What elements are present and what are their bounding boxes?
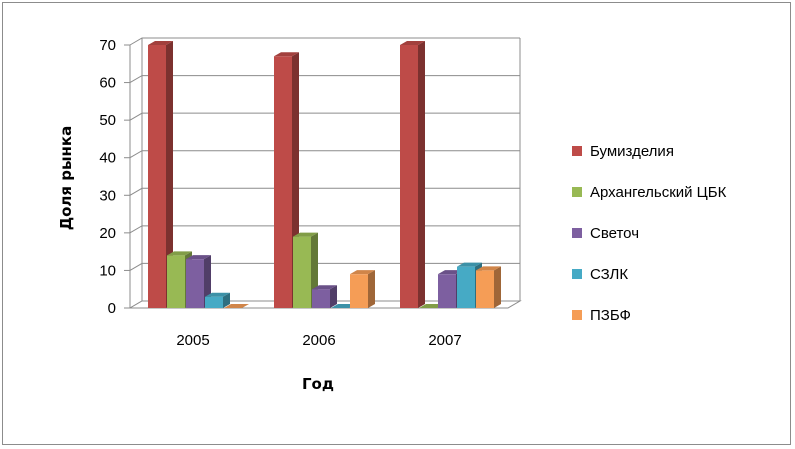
bar-side: [223, 292, 230, 308]
bar-top: [274, 52, 299, 57]
x-tick-label: 2007: [428, 332, 461, 349]
y-tick-label: 20: [99, 225, 116, 242]
bar: [419, 304, 444, 308]
x-axis-title: Год: [302, 375, 334, 393]
bar-top: [457, 262, 482, 267]
bar-front: [312, 289, 330, 308]
gridline: [129, 75, 520, 84]
bar-side: [330, 285, 337, 308]
legend-item: СЗЛК: [572, 266, 628, 283]
legend-label: Светоч: [590, 225, 639, 242]
bar-side: [418, 41, 425, 308]
y-tick-label: 10: [99, 262, 116, 279]
legend-swatch: [572, 310, 582, 320]
bar-top: [419, 304, 444, 308]
bar-top: [293, 232, 318, 237]
bar-top: [167, 251, 192, 256]
bar-top: [312, 285, 337, 290]
x-tick-label: 2006: [302, 332, 335, 349]
legend-label: ПЗБФ: [590, 307, 631, 324]
bar-top: [350, 270, 375, 275]
bar-front: [167, 255, 185, 308]
gridline: [129, 187, 520, 196]
bar: [312, 285, 337, 308]
gridline: [129, 37, 520, 46]
y-axis-ticks: 0 10 20 30 40 50 60 70: [99, 37, 131, 317]
bar-top: [205, 292, 230, 297]
bar-side: [368, 270, 375, 308]
legend-item: Архангельский ЦБК: [572, 184, 727, 201]
y-tick-label: 70: [99, 37, 116, 54]
bar: [148, 41, 173, 308]
legend-label: СЗЛК: [590, 266, 628, 283]
bar-front: [274, 56, 292, 309]
legend-swatch: [572, 228, 582, 238]
bar-top: [186, 255, 211, 260]
bar-top: [224, 304, 249, 308]
gridline: [129, 112, 520, 121]
bar-top: [331, 304, 356, 308]
legend-label: Архангельский ЦБК: [590, 184, 727, 201]
bar-front: [438, 274, 456, 308]
bar-front: [476, 270, 494, 308]
bar-front: [400, 45, 418, 308]
gridline: [129, 150, 520, 159]
legend-swatch: [572, 187, 582, 197]
legend-swatch: [572, 146, 582, 156]
bar-side: [166, 41, 173, 308]
bar-top: [400, 41, 425, 45]
gridlines: [129, 37, 520, 271]
bar-top: [476, 266, 501, 271]
bar-front: [293, 236, 311, 308]
bar-top: [438, 270, 463, 275]
gridline: [129, 225, 520, 234]
bar-front: [350, 274, 368, 308]
bar: [350, 270, 375, 308]
bar: [331, 304, 356, 308]
bar: [224, 304, 249, 308]
bar-side: [494, 266, 501, 308]
y-tick-label: 60: [99, 75, 116, 92]
bars: [148, 41, 501, 309]
legend-label: Бумизделия: [590, 143, 674, 160]
y-axis-title: Доля рынка: [57, 126, 75, 230]
gridline: [129, 262, 520, 271]
bar-front: [205, 296, 223, 308]
bar-front: [186, 259, 204, 308]
y-tick-label: 30: [99, 187, 116, 204]
bar: [476, 266, 501, 308]
x-tick-label: 2005: [176, 332, 209, 349]
x-axis-ticks: 2005 2006 2007: [176, 332, 461, 349]
legend-item: Бумизделия: [572, 143, 674, 160]
y-tick-label: 0: [108, 300, 116, 317]
bar-top: [148, 41, 173, 45]
y-tick-label: 50: [99, 112, 116, 129]
legend: Бумизделия Архангельский ЦБК Светоч СЗЛК ПЗБ…: [572, 143, 727, 324]
legend-item: ПЗБФ: [572, 307, 631, 324]
bar: [205, 292, 230, 308]
bar: [400, 41, 425, 308]
bar-front: [148, 45, 166, 308]
y-tick-label: 40: [99, 150, 116, 167]
legend-item: Светоч: [572, 225, 639, 242]
legend-swatch: [572, 269, 582, 279]
bar-front: [457, 266, 475, 308]
